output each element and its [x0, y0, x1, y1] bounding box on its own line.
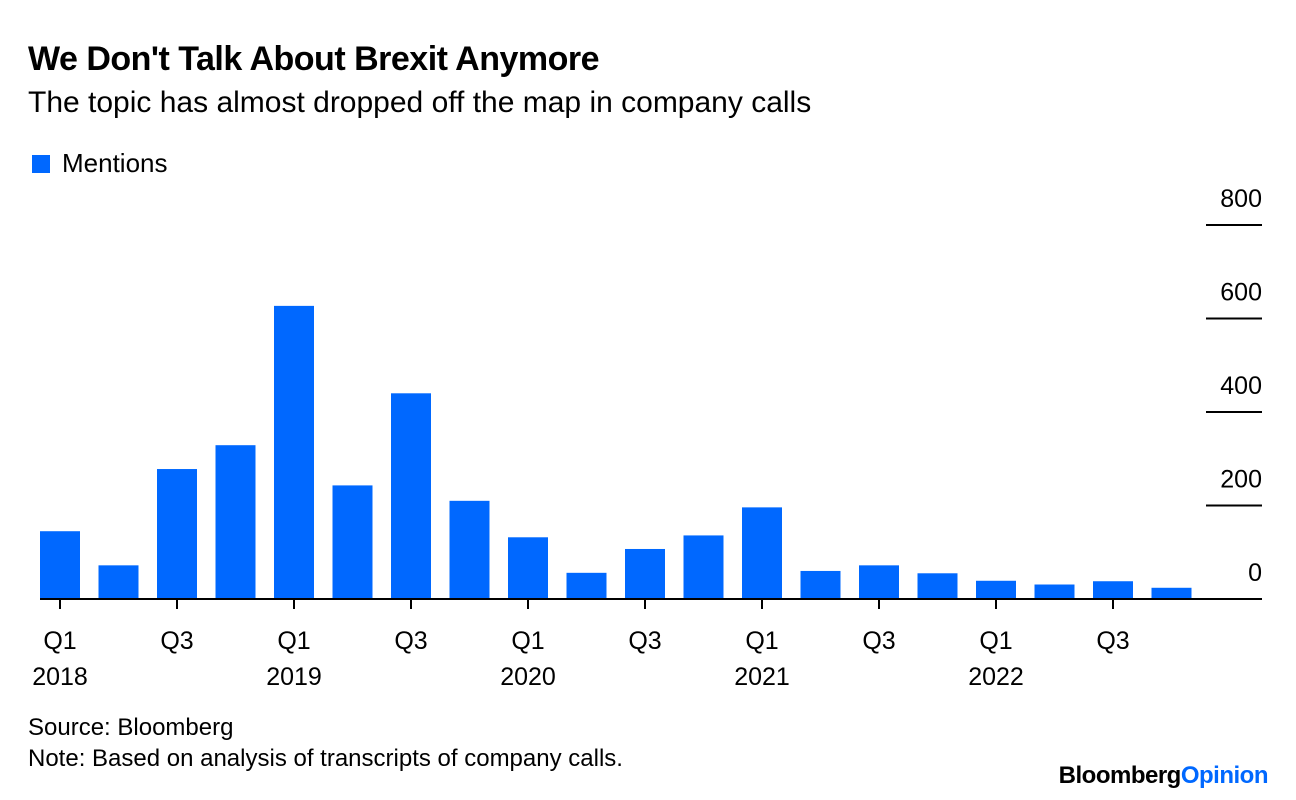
y-tick-label: 800: [1220, 185, 1262, 213]
footnote: Note: Based on analysis of transcripts o…: [28, 745, 623, 772]
y-tick-label: 600: [1220, 279, 1262, 307]
bar: [40, 531, 80, 599]
bar: [508, 537, 548, 599]
bar: [683, 535, 724, 599]
x-tick-label: Q3: [394, 627, 427, 655]
brand-logo: BloombergOpinion: [1058, 762, 1269, 790]
x-tick-label: Q3: [1096, 627, 1129, 655]
bar: [800, 570, 841, 599]
x-tick-label: Q3: [862, 627, 895, 655]
bar: [742, 507, 782, 599]
bar: [859, 565, 899, 599]
x-year-label: 2022: [968, 663, 1024, 691]
x-year-label: 2021: [734, 663, 790, 691]
y-tick-label: 0: [1248, 559, 1262, 587]
brand-main: Bloomberg: [1058, 762, 1182, 789]
bar: [1151, 587, 1192, 599]
source-note: Source: Bloomberg: [28, 714, 234, 741]
x-tick-label: Q1: [277, 627, 310, 655]
legend-swatch: [32, 154, 50, 173]
bar: [449, 500, 490, 599]
x-tick-label: Q1: [979, 627, 1012, 655]
x-tick-label: Q1: [511, 627, 544, 655]
bar: [391, 393, 431, 599]
legend-label: Mentions: [62, 148, 168, 178]
x-tick-label: Q3: [160, 627, 193, 655]
bar-chart: 0 200 400 600 800 Q1 2018 Q3 Q1 2019 Q3 Q1 2020 Q3 Q1 2…: [32, 185, 1262, 691]
x-year-label: 2019: [266, 663, 322, 691]
x-year-label: 2018: [32, 663, 88, 691]
chart-title: We Don't Talk About Brexit Anymore: [28, 40, 600, 78]
bar: [917, 573, 958, 599]
chart-subtitle: The topic has almost dropped off the map…: [28, 86, 812, 119]
brand-accent: Opinion: [1180, 762, 1269, 789]
bar: [98, 565, 139, 599]
bar: [274, 305, 314, 599]
y-tick-label: 200: [1220, 466, 1262, 494]
bar: [1093, 581, 1133, 599]
bar: [157, 469, 197, 599]
bar: [976, 580, 1016, 599]
bar: [625, 548, 665, 599]
bar: [566, 572, 607, 599]
x-tick-label: Q3: [628, 627, 661, 655]
y-tick-label: 400: [1220, 372, 1262, 400]
legend: Mentions: [32, 148, 168, 179]
x-tick-label: Q1: [745, 627, 778, 655]
x-year-label: 2020: [500, 663, 556, 691]
bar: [1034, 584, 1075, 599]
x-tick-label: Q1: [43, 627, 76, 655]
bar: [332, 485, 373, 599]
bar: [215, 445, 256, 599]
